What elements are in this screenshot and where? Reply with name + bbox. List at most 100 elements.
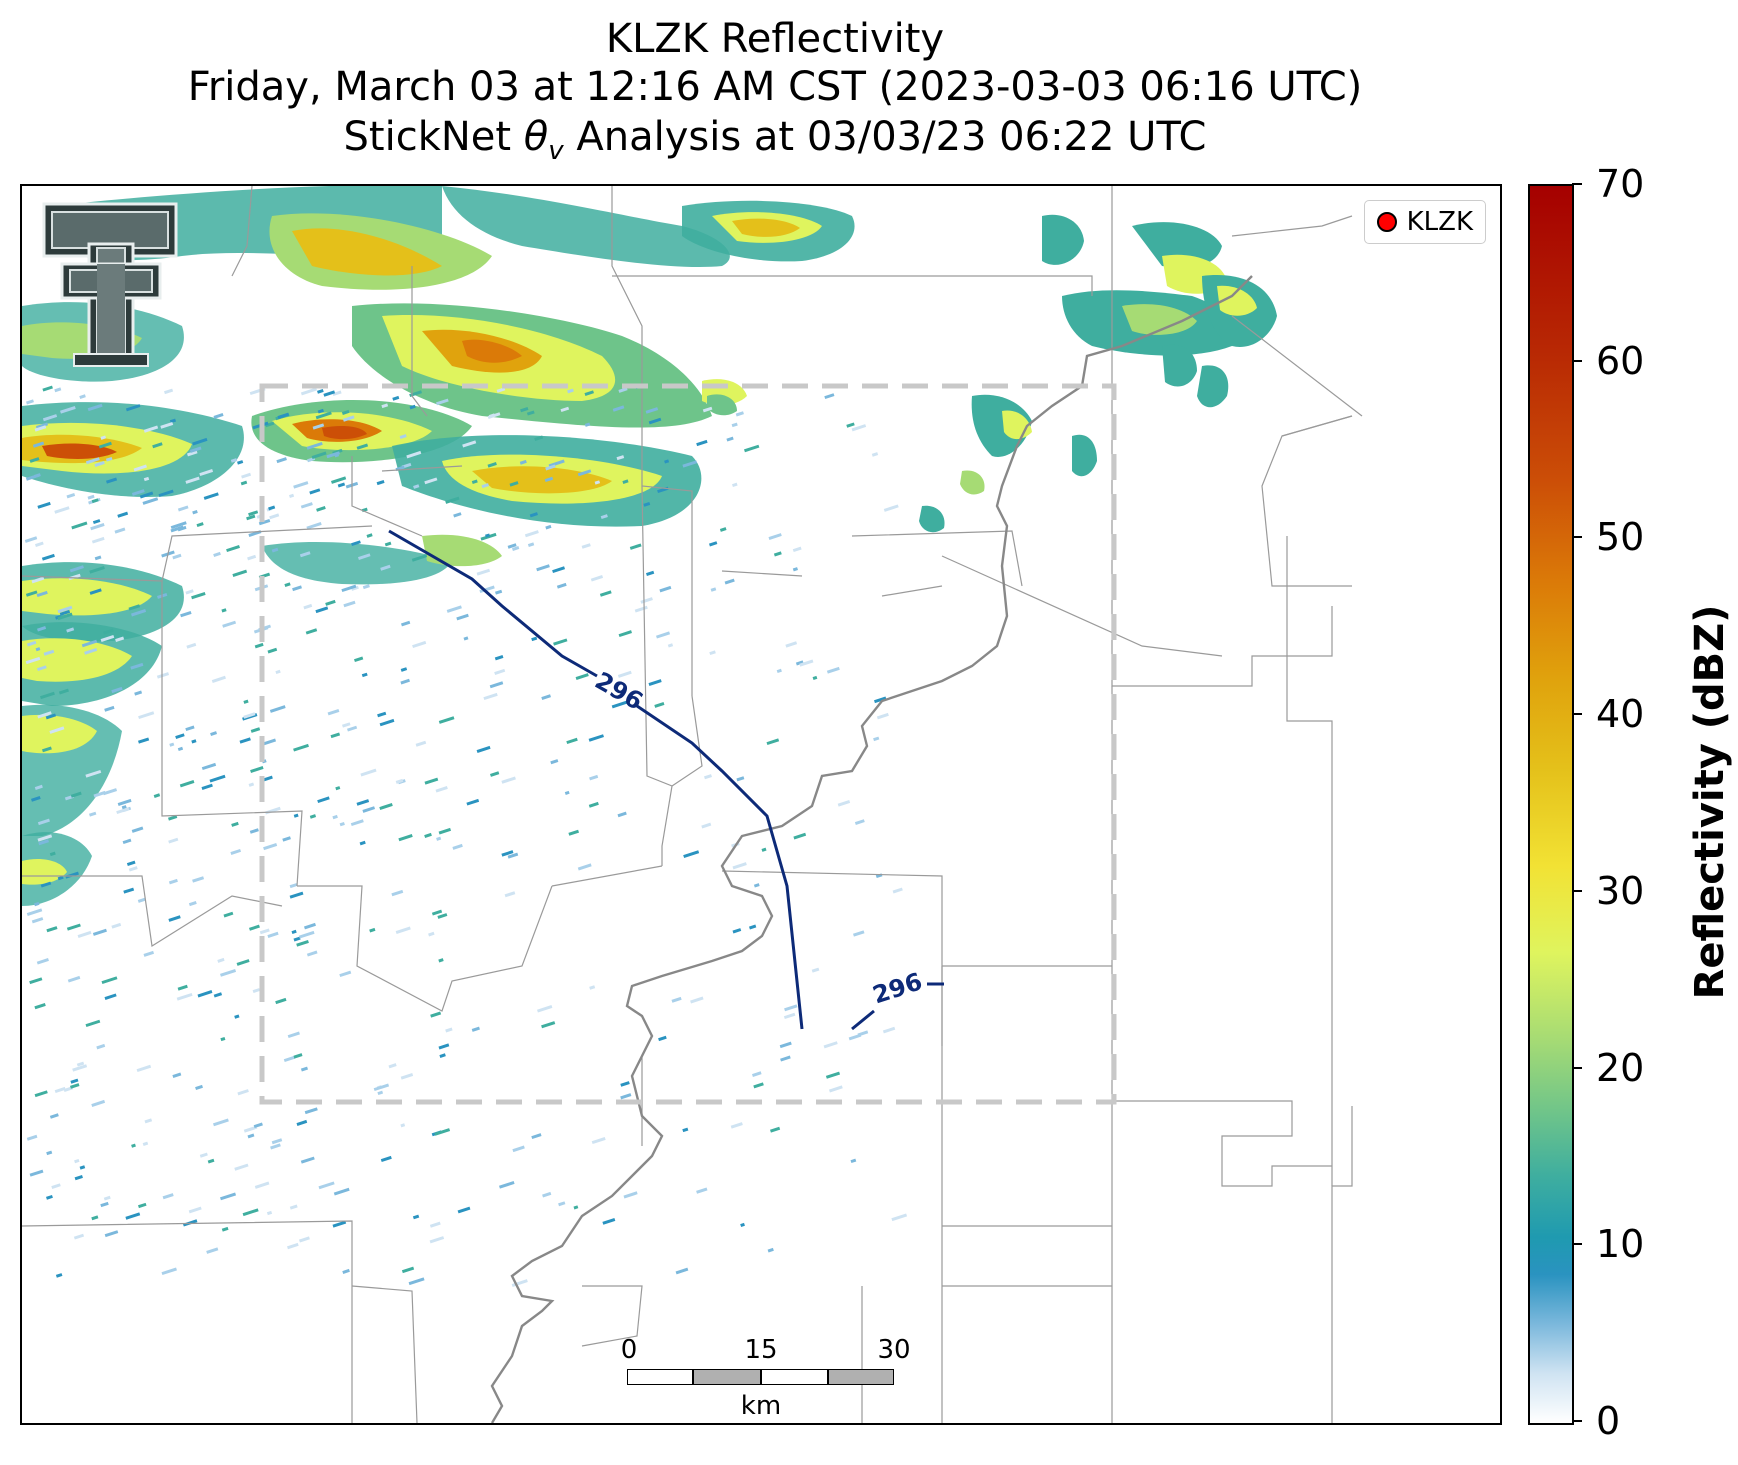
echo-speckle [658, 1035, 667, 1042]
echo-speckle [87, 403, 103, 412]
echo-speckle [696, 439, 708, 447]
echo-speckle [312, 423, 325, 430]
echo-speckle [291, 929, 297, 935]
echo-speckle [520, 406, 529, 413]
echo-speckle [51, 1183, 61, 1189]
echo-speckle [138, 711, 155, 720]
echo-speckle [289, 493, 295, 498]
colorbar-tick [1572, 536, 1582, 539]
echo-speckle [785, 641, 798, 648]
echo-speckle [67, 975, 81, 983]
echo-speckle [854, 819, 865, 825]
echo-speckle [237, 1089, 249, 1096]
echo-speckle [298, 930, 315, 939]
scale-segment [828, 1369, 894, 1385]
echo-speckle [213, 413, 224, 419]
echo-speckle [646, 570, 655, 576]
echo-speckle [399, 434, 407, 439]
echo-speckle [248, 782, 255, 787]
echo-speckle [589, 774, 599, 781]
echo-speckle [589, 985, 596, 990]
echo-speckle [369, 927, 376, 933]
echo-speckle [100, 435, 107, 440]
echo-speckle [306, 950, 318, 957]
echo-speckle [31, 796, 41, 802]
echo-speckle [437, 913, 448, 919]
echo-speckle [379, 803, 393, 810]
echo-speckle [192, 437, 208, 446]
echo-speckle [825, 1071, 841, 1079]
echo-speckle [770, 1126, 781, 1133]
echo-speckle [142, 497, 159, 505]
echo-speckle [192, 509, 198, 515]
echo-speckle [239, 737, 251, 744]
echo-speckle [356, 443, 369, 450]
echo-speckle [74, 1174, 83, 1181]
echo-speckle [116, 807, 130, 815]
contour-label-2: 296 [869, 967, 925, 1009]
echo-speckle [452, 843, 463, 850]
texas-tech-double-t-logo [42, 202, 178, 367]
echo-speckle [243, 712, 256, 719]
echo-speckle [519, 459, 527, 465]
echo-speckle [512, 546, 520, 551]
echo-speckle [243, 699, 249, 704]
echo-speckle [25, 590, 38, 597]
echo-speckle [29, 977, 43, 985]
echo-speckle [436, 836, 442, 841]
echo-speckle [250, 766, 264, 773]
echo-speckle [392, 395, 400, 401]
echo-speckle [438, 716, 455, 724]
echo-speckle [558, 1201, 566, 1207]
colorbar [1528, 184, 1574, 1425]
echo-speckle [667, 643, 674, 648]
echo-speckle [675, 1267, 689, 1275]
echo-speckle [60, 405, 76, 414]
echo-speckle [242, 1208, 259, 1217]
echo-speckle [35, 647, 41, 652]
echo-speckle [254, 642, 264, 649]
echo-speckle [275, 997, 287, 1005]
echo-speckle [134, 690, 143, 696]
echo-speckle [339, 970, 352, 978]
echo-speckle [85, 769, 102, 778]
echo-speckle [581, 543, 591, 549]
echo-speckle [373, 1083, 390, 1092]
echo-speckle [599, 590, 612, 597]
echo-speckle [34, 784, 43, 790]
echo-speckle [188, 1206, 202, 1214]
echo-speckle [102, 788, 118, 796]
echo-speckle [439, 1053, 446, 1058]
echo-speckle [573, 1205, 579, 1210]
echo-speckle [90, 523, 105, 531]
echo-speckle [91, 1099, 106, 1107]
echo-speckle [490, 771, 500, 777]
echo-speckle [177, 505, 189, 512]
contour-line-short [851, 982, 944, 1031]
echo-speckle [481, 483, 489, 489]
echo-speckle [333, 1187, 350, 1196]
echo-speckle [34, 425, 47, 432]
echo-speckle [282, 836, 291, 842]
echo-speckle [104, 1230, 119, 1238]
echo-speckle [213, 551, 221, 557]
echo-speckle [436, 398, 449, 406]
echo-speckle [209, 774, 226, 783]
echo-speckle [54, 387, 62, 393]
echo-speckle [696, 1187, 708, 1194]
title-radar: KLZK Reflectivity [605, 16, 945, 62]
echo-speckle [26, 1134, 38, 1141]
echo-speckle [413, 484, 420, 489]
echo-speckle [761, 847, 767, 852]
echo-speckle [710, 587, 717, 592]
echo-speckle [126, 860, 136, 866]
echo-speckle [740, 1222, 745, 1227]
echo-speckle [342, 415, 355, 422]
colorbar-tick-label: 0 [1596, 1399, 1621, 1443]
echo-speckle [31, 576, 45, 584]
echo-speckle [780, 1055, 791, 1062]
echo-speckle [37, 834, 53, 842]
echo-speckle [731, 422, 738, 428]
echo-speckle [138, 1202, 147, 1209]
echo-speckle [70, 791, 82, 798]
